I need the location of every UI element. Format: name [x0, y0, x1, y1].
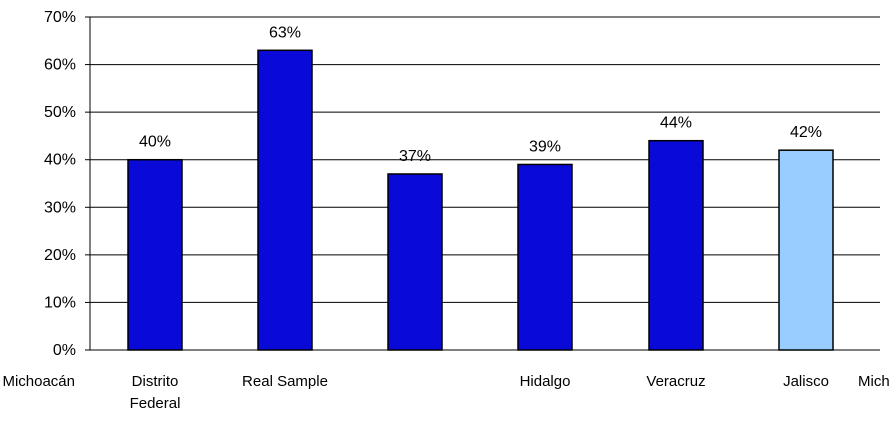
bar	[127, 158, 183, 351]
data-label: 40%	[139, 134, 171, 151]
y-tick-label: 50%	[44, 104, 76, 121]
bar	[648, 139, 704, 351]
y-tick-label: 20%	[44, 247, 76, 264]
bar	[387, 173, 443, 351]
y-tick-label: 70%	[44, 9, 76, 26]
x-category-label: Jalisco	[783, 373, 829, 390]
x-category-label: Veracruz	[646, 373, 705, 390]
bar	[778, 149, 834, 351]
x-category-label: Distrito Federal	[130, 373, 181, 412]
data-label: 37%	[399, 148, 431, 165]
x-category-label: Hidalgo	[520, 373, 571, 390]
data-label: 39%	[529, 138, 561, 155]
x-category-label: Mich	[858, 373, 890, 390]
bar	[517, 163, 573, 351]
data-label: 44%	[660, 115, 692, 132]
y-tick-label: 0%	[53, 342, 76, 359]
bar	[257, 49, 313, 351]
y-tick-label: 10%	[44, 294, 76, 311]
x-category-label: Michoacán	[2, 373, 75, 390]
data-label: 63%	[269, 24, 301, 41]
data-label: 42%	[790, 124, 822, 141]
y-tick-label: 40%	[44, 152, 76, 169]
y-tick-label: 60%	[44, 57, 76, 74]
x-category-label: Real Sample	[242, 373, 328, 390]
y-tick-label: 30%	[44, 199, 76, 216]
